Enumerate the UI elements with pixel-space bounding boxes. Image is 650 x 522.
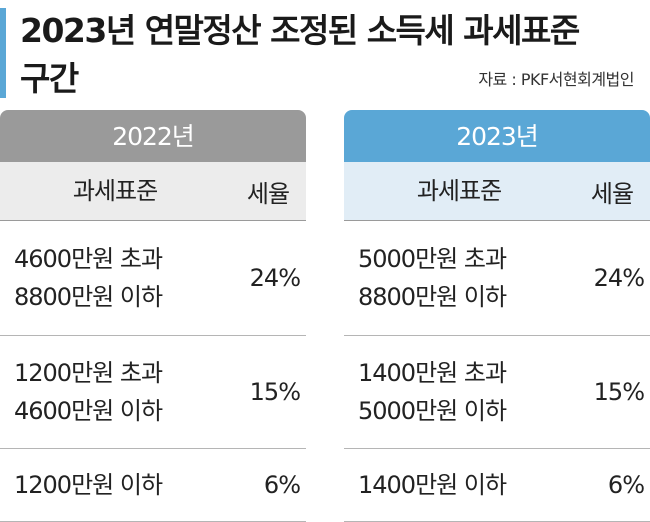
table-row: 1400만원 초과 5000만원 이하 15% [344,335,650,449]
bracket-range: 1400만원 이하 [344,448,574,522]
bracket-lower: 4600만원 초과 [14,245,163,273]
bracket-lower: 1400만원 이하 [358,471,507,499]
bracket-range: 1200만원 이하 [0,448,230,522]
table-2023: 2023년 과세표준 세율 5000만원 초과 8800만원 이하 24% 14… [344,110,650,522]
table-row: 4600만원 초과 8800만원 이하 24% [0,220,306,336]
bracket-upper: 8800만원 이하 [14,283,163,311]
bracket-lower: 5000만원 초과 [358,245,507,273]
page-title-continued: 구간 [20,59,79,98]
bracket-upper: 8800만원 이하 [358,283,507,311]
title-accent-bar [0,8,6,98]
tax-rate: 24% [230,220,306,336]
page-title: 2023년 연말정산 조정된 소득세 과세표준 [20,11,580,50]
bracket-range: 1200만원 초과 4600만원 이하 [0,335,230,449]
tax-rate: 15% [574,335,650,449]
tax-bracket-table-2022: 과세표준 세율 4600만원 초과 8800만원 이하 24% 1200만원 초… [0,162,306,522]
tax-rate: 6% [230,448,306,522]
bracket-range: 1400만원 초과 5000만원 이하 [344,335,574,449]
tax-rate: 6% [574,448,650,522]
bracket-range: 4600만원 초과 8800만원 이하 [0,220,230,336]
bracket-lower: 1200만원 이하 [14,471,163,499]
source-note: 자료 : PKF서현회계법인 [478,70,634,89]
tax-rate: 24% [574,220,650,336]
column-header-tax-base: 과세표준 [344,162,574,221]
year-header-2022: 2022년 [0,110,306,162]
column-header-tax-base: 과세표준 [0,162,230,221]
bracket-upper: 5000만원 이하 [358,397,507,425]
tax-bracket-table-2023: 과세표준 세율 5000만원 초과 8800만원 이하 24% 1400만원 초… [344,162,650,522]
bracket-upper: 4600만원 이하 [14,397,163,425]
bracket-lower: 1400만원 초과 [358,359,507,387]
table-row: 5000만원 초과 8800만원 이하 24% [344,220,650,336]
column-header-tax-rate: 세율 [230,162,306,221]
column-header-row: 과세표준 세율 [344,162,650,221]
table-2022: 2022년 과세표준 세율 4600만원 초과 8800만원 이하 24% 12… [0,110,306,522]
bracket-range: 5000만원 초과 8800만원 이하 [344,220,574,336]
year-header-2023: 2023년 [344,110,650,162]
table-row: 1200만원 이하 6% [0,448,306,522]
table-row: 1400만원 이하 6% [344,448,650,522]
table-row: 1200만원 초과 4600만원 이하 15% [0,335,306,449]
column-header-tax-rate: 세율 [574,162,650,221]
column-header-row: 과세표준 세율 [0,162,306,221]
bracket-lower: 1200만원 초과 [14,359,163,387]
tax-rate: 15% [230,335,306,449]
